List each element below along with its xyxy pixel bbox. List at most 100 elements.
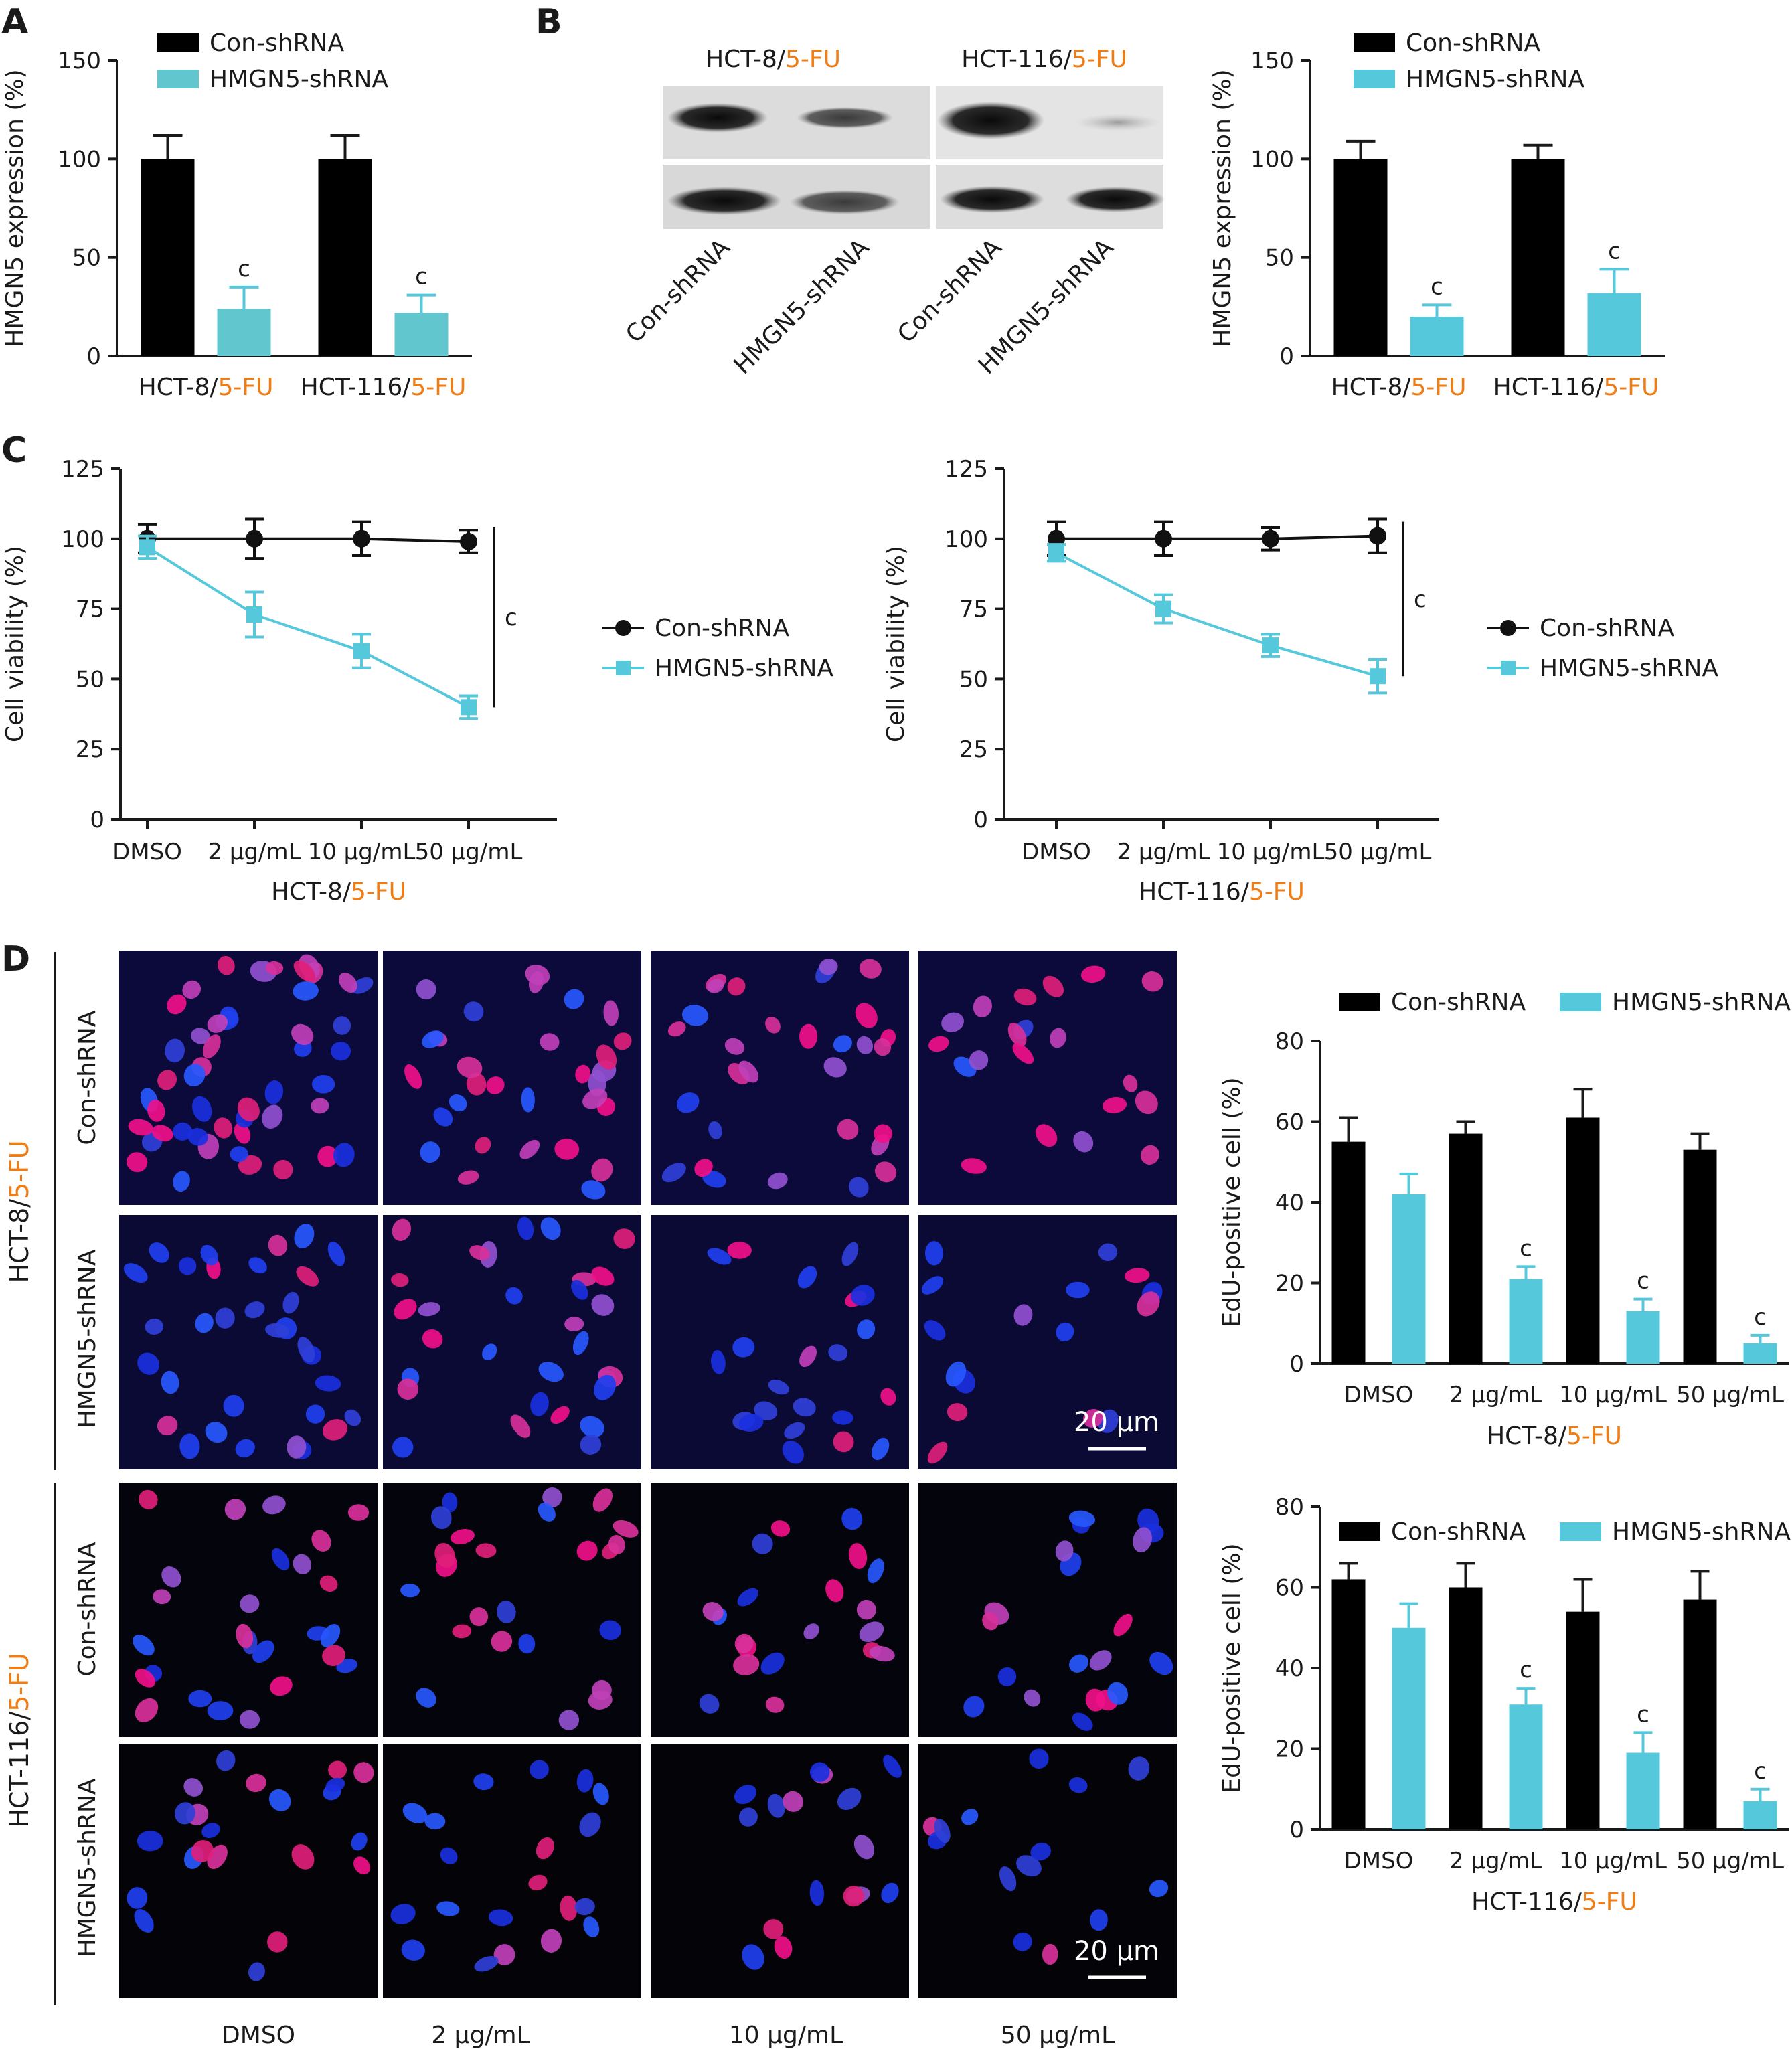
bar	[1449, 1133, 1483, 1364]
bar	[1743, 1343, 1777, 1364]
bar	[1626, 1752, 1660, 1829]
cell-nucleus	[554, 1138, 580, 1160]
cell-nucleus	[311, 1530, 331, 1552]
cell-nucleus	[262, 1495, 286, 1515]
y-tick-label: 0	[973, 807, 988, 833]
cell-nucleus	[724, 1038, 745, 1055]
cell-nucleus	[1007, 1022, 1027, 1047]
cell-nucleus	[497, 1601, 516, 1623]
cell-nucleus	[153, 1589, 171, 1605]
cell-nucleus	[881, 1882, 899, 1904]
cell-nucleus	[799, 1345, 817, 1368]
cell-nucleus	[137, 1352, 159, 1375]
microscopy-tile	[651, 1744, 909, 1998]
cell-nucleus	[183, 1778, 203, 1797]
cell-nucleus	[934, 1819, 951, 1843]
cell-nucleus	[550, 1406, 570, 1424]
y-axis-label: Cell viability (%)	[882, 546, 910, 742]
cell-nucleus	[333, 1016, 351, 1035]
y-tick-label: 100	[61, 526, 104, 553]
cell-nucleus	[613, 1032, 632, 1050]
legend-label: Con-shRNA	[1406, 29, 1540, 57]
cell-nucleus	[1030, 1842, 1051, 1861]
cell-nucleus	[924, 1320, 946, 1341]
cell-nucleus	[510, 1414, 531, 1438]
bar	[1566, 1117, 1600, 1364]
cell-nucleus	[1050, 1028, 1066, 1048]
cell-nucleus	[436, 1901, 460, 1916]
significance-mark: c	[1754, 1758, 1767, 1785]
cell-nucleus	[538, 1362, 564, 1382]
y-tick-label: 75	[959, 596, 988, 623]
cell-nucleus	[525, 964, 550, 985]
x-tick-label: 10 μg/mL	[1559, 1848, 1667, 1874]
cell-nucleus	[239, 1710, 260, 1729]
y-tick-label: 50	[72, 245, 101, 272]
cell-nucleus	[400, 1583, 420, 1598]
cell-nucleus	[315, 1375, 341, 1392]
cell-nucleus	[869, 1645, 895, 1662]
legend-marker	[1500, 620, 1516, 636]
significance-mark: c	[1637, 1268, 1649, 1295]
cell-nucleus	[325, 1777, 345, 1793]
cell-nucleus	[1137, 1291, 1160, 1317]
bar	[1626, 1311, 1660, 1364]
blot-header-hct116: HCT-116/5-FU	[961, 46, 1127, 73]
cell-nucleus	[311, 1074, 335, 1094]
microscopy-tile	[651, 951, 909, 1205]
cell-nucleus	[734, 1633, 754, 1653]
blot-band	[790, 190, 900, 214]
cell-nucleus	[402, 1803, 428, 1823]
cell-nucleus	[591, 1266, 615, 1286]
cell-nucleus	[473, 1773, 494, 1791]
cell-nucleus	[613, 1228, 635, 1249]
cell-nucleus	[760, 1652, 785, 1675]
cell-nucleus	[123, 1263, 148, 1283]
bar	[1566, 1611, 1600, 1829]
bar	[394, 313, 449, 356]
cell-nucleus	[851, 1285, 875, 1306]
cell-nucleus	[727, 977, 746, 996]
significance-mark: c	[415, 264, 428, 291]
cell-nucleus	[828, 1344, 848, 1362]
cell-nucleus	[157, 1070, 177, 1090]
legend-label: HMGN5-shRNA	[1612, 989, 1791, 1016]
data-point	[1155, 600, 1171, 617]
cell-nucleus	[1089, 1650, 1112, 1671]
cell-nucleus	[581, 1180, 606, 1200]
data-point	[139, 539, 155, 556]
cell-nucleus	[841, 1507, 863, 1530]
cell-nucleus	[1090, 1909, 1108, 1931]
cell-nucleus	[265, 1323, 290, 1338]
cell-nucleus	[927, 1441, 948, 1464]
cell-nucleus	[482, 1343, 497, 1361]
cell-nucleus	[234, 1122, 251, 1144]
panel-label-c: C	[1, 430, 27, 471]
cell-nucleus	[571, 1280, 588, 1300]
cell-nucleus	[857, 1319, 876, 1339]
significance-mark: c	[1520, 1657, 1532, 1684]
panel-c-hct8-line-chart: 0 25 50 75 100 125 Cell viability (%) DMSO 2 μg/…	[1, 456, 833, 906]
cell-nucleus	[853, 1835, 875, 1860]
cell-nucleus	[434, 1542, 456, 1568]
cell-nucleus	[1012, 1043, 1034, 1064]
bar	[1449, 1587, 1483, 1829]
legend-swatch	[1560, 993, 1601, 1011]
y-axis-label: HMGN5 expression (%)	[1, 69, 29, 347]
cell-nucleus	[742, 1944, 764, 1970]
cell-nucleus	[1128, 1756, 1150, 1781]
cell-nucleus	[560, 1895, 578, 1921]
y-tick-label: 40	[1275, 1190, 1304, 1216]
cell-nucleus	[207, 1701, 234, 1721]
cell-nucleus	[797, 1266, 817, 1289]
significance-mark: c	[1754, 1304, 1767, 1331]
blot-band	[667, 187, 781, 215]
cell-nucleus	[770, 1520, 791, 1537]
cell-nucleus	[291, 1844, 315, 1870]
cell-nucleus	[149, 1242, 169, 1263]
cell-nucleus	[579, 1812, 601, 1837]
cell-nucleus	[488, 1909, 513, 1927]
cell-nucleus	[404, 1064, 422, 1089]
legend-label: Con-shRNA	[1391, 1518, 1526, 1546]
cell-nucleus	[1036, 1124, 1058, 1147]
